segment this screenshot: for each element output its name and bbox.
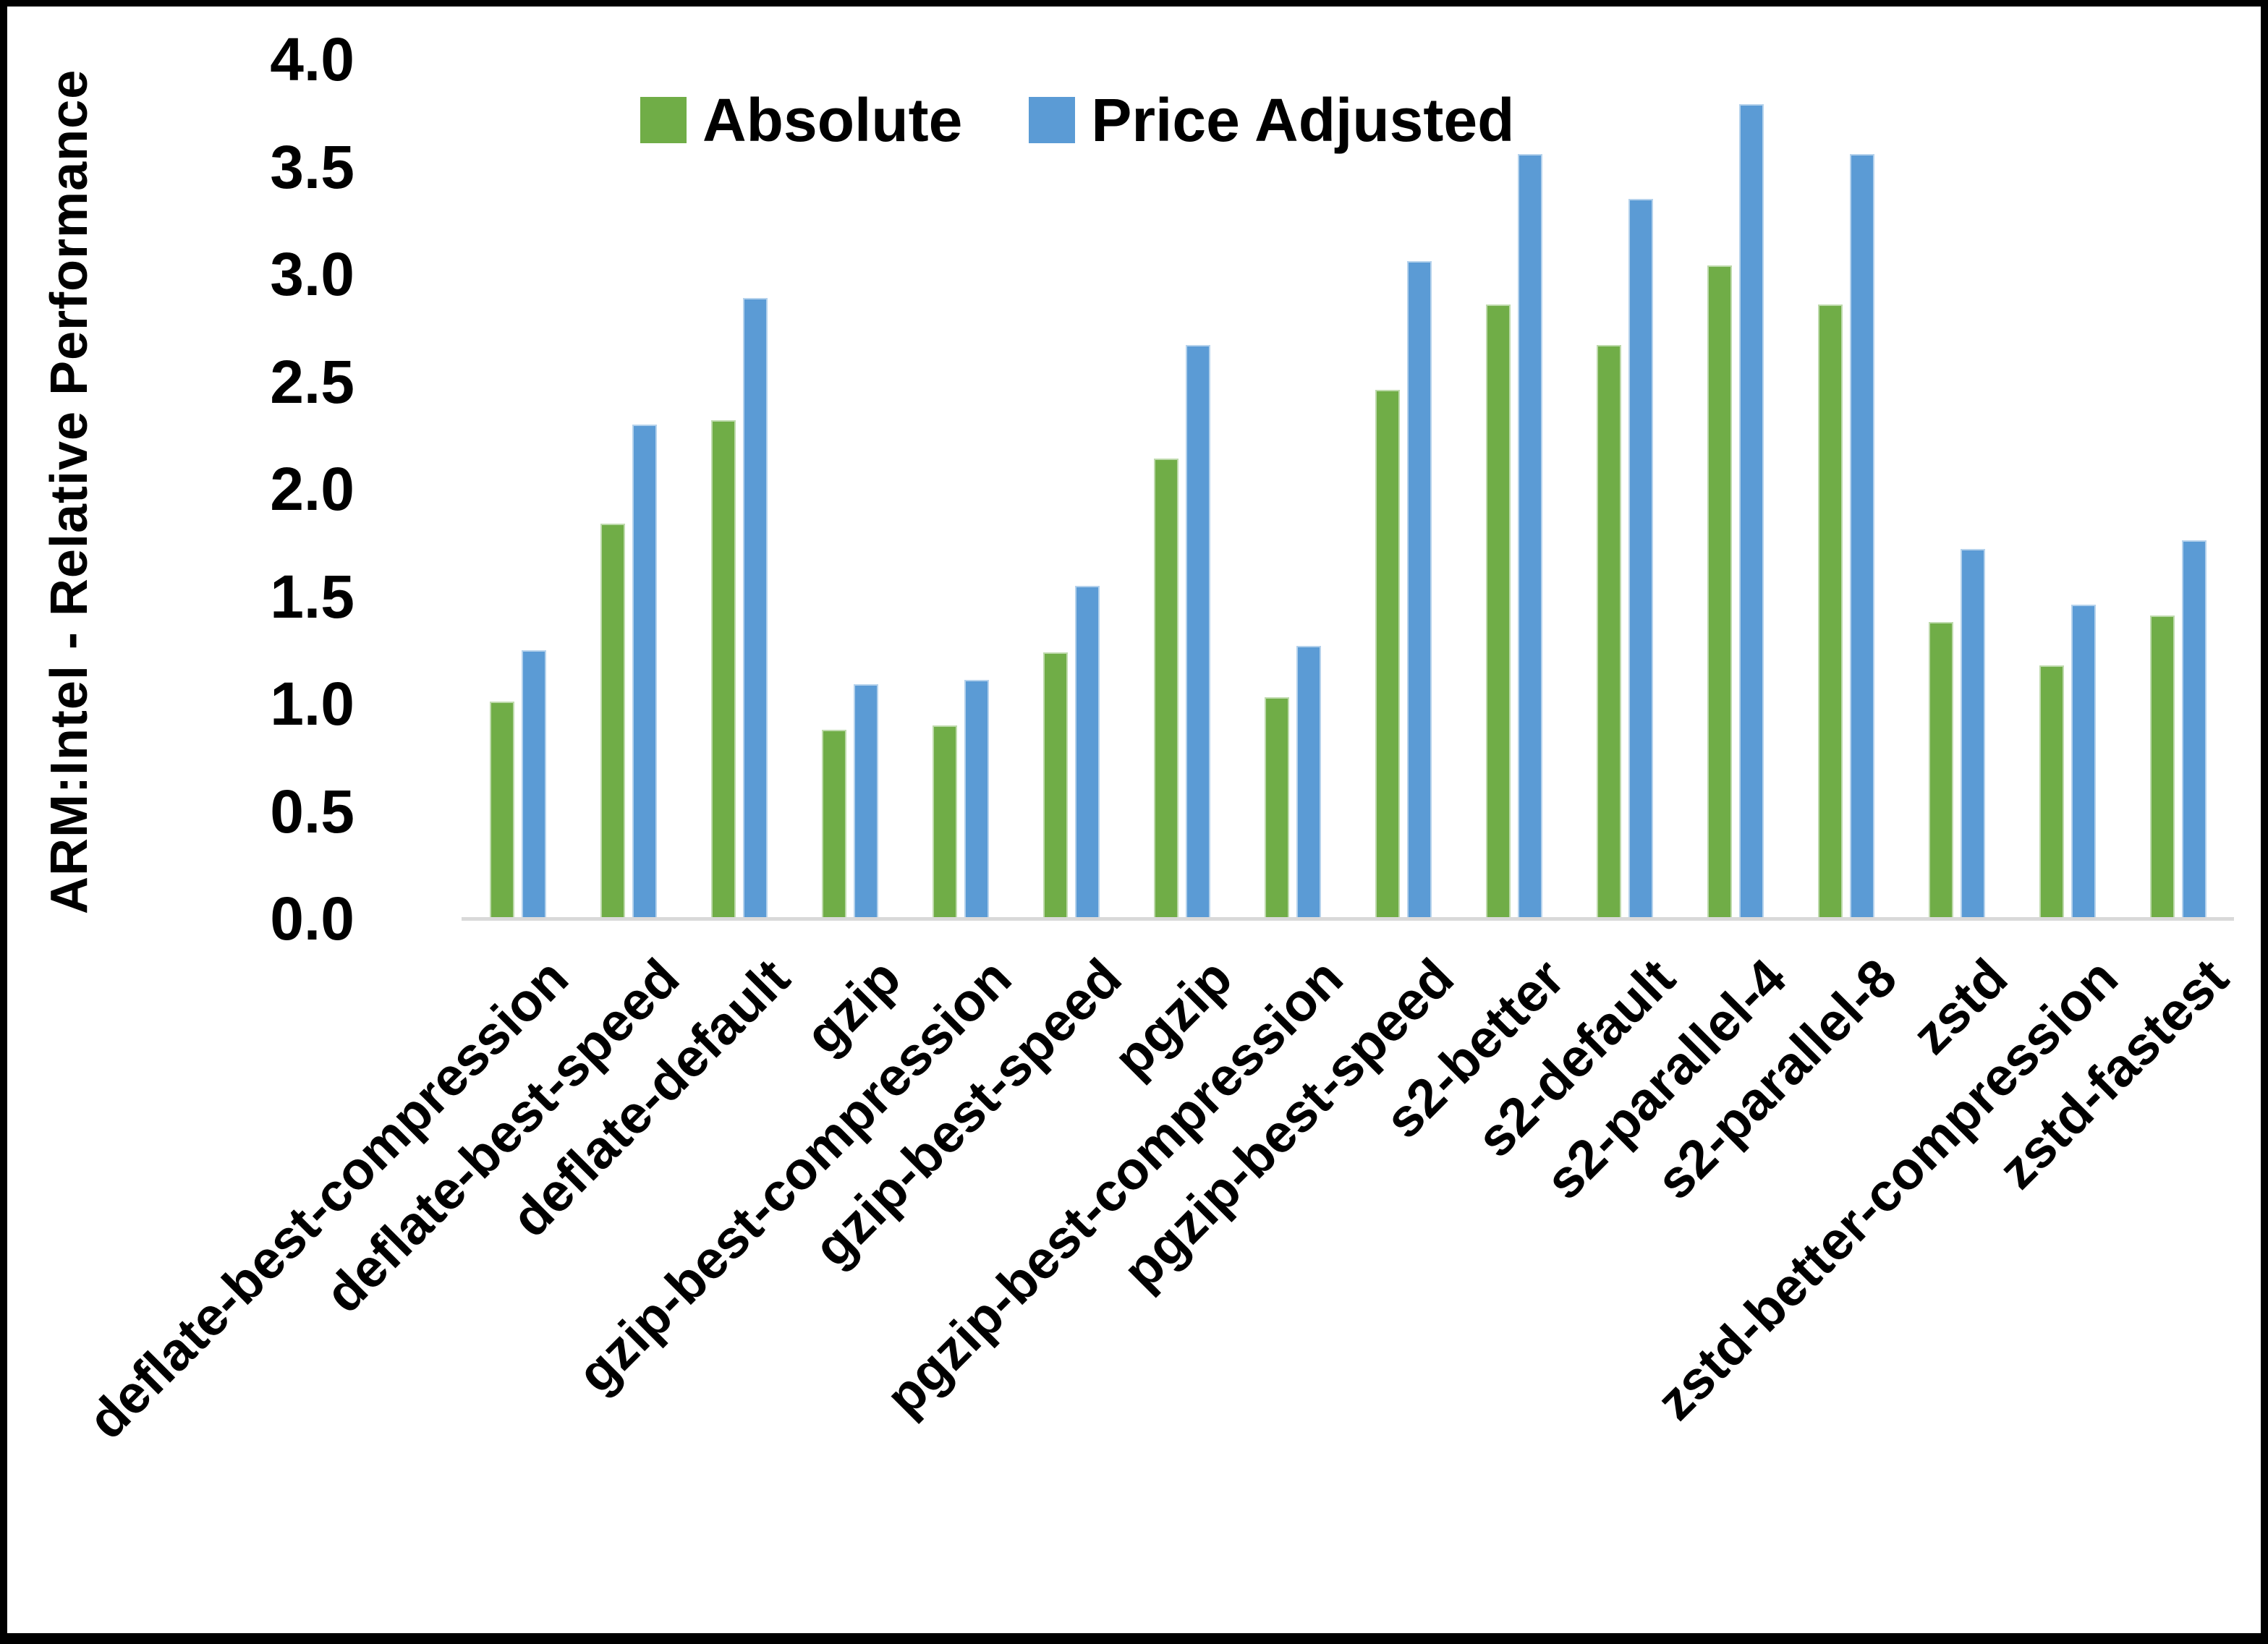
y-tick-label: 3.0 xyxy=(270,240,354,308)
bar-s2-better-price-adjusted xyxy=(1518,154,1542,919)
y-tick-label: 4.0 xyxy=(270,25,354,93)
bar-deflate-best-compression-price-adjusted xyxy=(522,650,546,919)
bar-pgzip-price-adjusted xyxy=(1186,345,1210,919)
bar-s2-default-price-adjusted xyxy=(1628,199,1653,919)
bar-zstd-better-compression-absolute xyxy=(2039,665,2064,919)
bar-gzip-best-speed-price-adjusted xyxy=(1075,586,1100,919)
bar-gzip-best-compression-absolute xyxy=(933,725,957,919)
bar-zstd-absolute xyxy=(1929,622,1953,919)
y-tick-label: 0.0 xyxy=(270,885,354,953)
bar-gzip-best-compression-price-adjusted xyxy=(964,680,989,919)
y-tick-label: 1.5 xyxy=(270,562,354,631)
bar-gzip-absolute xyxy=(822,730,846,919)
bar-deflate-default-absolute xyxy=(711,420,736,919)
y-tick-label: 0.5 xyxy=(270,777,354,846)
bar-deflate-best-compression-absolute xyxy=(490,702,514,919)
bar-s2-default-absolute xyxy=(1597,345,1621,919)
bar-zstd-better-compression-price-adjusted xyxy=(2071,605,2096,919)
legend-label-absolute: Absolute xyxy=(702,86,963,154)
bar-s2-parallel-8-absolute xyxy=(1818,304,1843,919)
bar-deflate-default-price-adjusted xyxy=(743,298,768,919)
legend-swatch-price-adjusted xyxy=(1029,97,1076,143)
bar-pgzip-best-speed-price-adjusted xyxy=(1407,261,1432,919)
bar-s2-parallel-8-price-adjusted xyxy=(1850,154,1874,919)
bar-gzip-best-speed-absolute xyxy=(1043,652,1068,919)
y-tick-label: 3.5 xyxy=(270,132,354,201)
bar-pgzip-best-speed-absolute xyxy=(1375,390,1400,919)
y-tick-label: 2.5 xyxy=(270,347,354,416)
y-tick-label: 1.0 xyxy=(270,670,354,738)
bar-zstd-fastest-absolute xyxy=(2150,616,2175,919)
y-tick-label: 2.0 xyxy=(270,455,354,523)
legend-swatch-absolute xyxy=(640,97,687,143)
bar-deflate-best-speed-absolute xyxy=(600,524,625,919)
bar-pgzip-best-compression-absolute xyxy=(1265,697,1289,919)
legend-label-price-adjusted: Price Adjusted xyxy=(1091,86,1515,154)
bar-pgzip-best-compression-price-adjusted xyxy=(1296,646,1321,919)
bar-zstd-fastest-price-adjusted xyxy=(2182,540,2207,919)
legend: Absolute Price Adjusted xyxy=(640,86,1515,154)
bar-s2-parallel-4-price-adjusted xyxy=(1739,104,1764,919)
y-axis-title-text: ARM:Intel - Relative Performance xyxy=(41,69,98,914)
bar-s2-parallel-4-absolute xyxy=(1707,265,1732,919)
bar-deflate-best-speed-price-adjusted xyxy=(632,425,657,919)
bar-s2-better-absolute xyxy=(1486,304,1511,919)
x-axis-line xyxy=(462,917,2234,921)
bar-gzip-price-adjusted xyxy=(854,684,878,919)
bar-pgzip-absolute xyxy=(1154,459,1178,919)
bar-zstd-price-adjusted xyxy=(1961,549,1985,919)
x-category-label: deflate-best-compression xyxy=(76,947,579,1451)
